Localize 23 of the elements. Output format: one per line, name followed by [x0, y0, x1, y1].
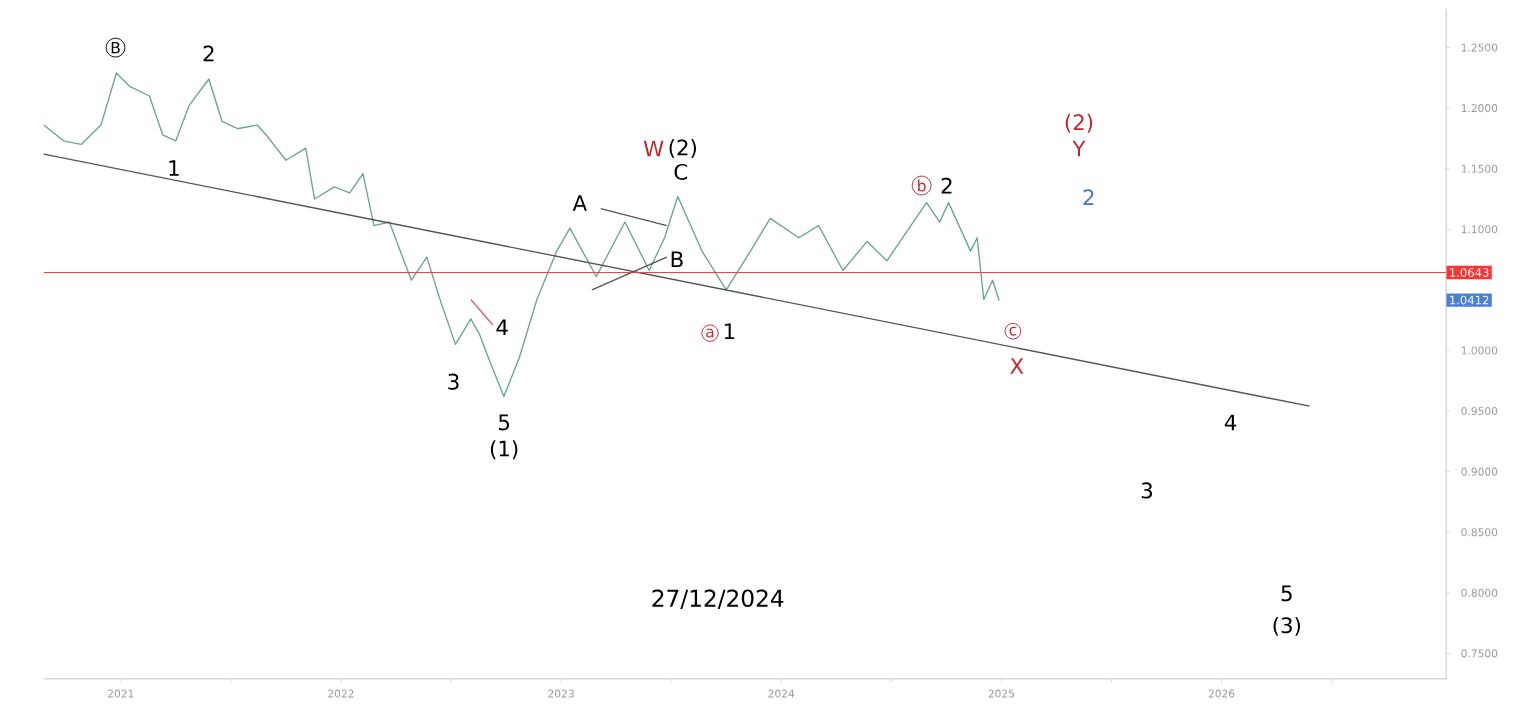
annotation: 27/12/2024 [652, 589, 784, 609]
annotation: A [572, 195, 587, 211]
annotation: 2 [203, 45, 214, 62]
annotation: (3) [1273, 616, 1301, 636]
annotation: 3 [448, 373, 459, 390]
annotation: W [643, 140, 664, 157]
line-series [43, 72, 1000, 398]
annotation: 1 [169, 160, 179, 176]
annotation: 2 [1083, 189, 1094, 206]
annotation: (2) [1065, 113, 1093, 133]
annotation: (1) [490, 440, 518, 460]
annotation: C [674, 163, 688, 180]
annotation: 5 [498, 414, 510, 431]
annotation: Y [1072, 140, 1086, 157]
annotation: B [671, 251, 683, 268]
annotation: 2 [941, 177, 952, 194]
annotation: 5 [1281, 585, 1292, 602]
annotation: 3 [1141, 482, 1153, 499]
annotation: 1 [724, 323, 735, 339]
annotation: X [1010, 358, 1024, 374]
annotation: 4 [1224, 414, 1237, 431]
annotation: 4 [496, 319, 508, 336]
annotation: (2) [669, 139, 697, 159]
